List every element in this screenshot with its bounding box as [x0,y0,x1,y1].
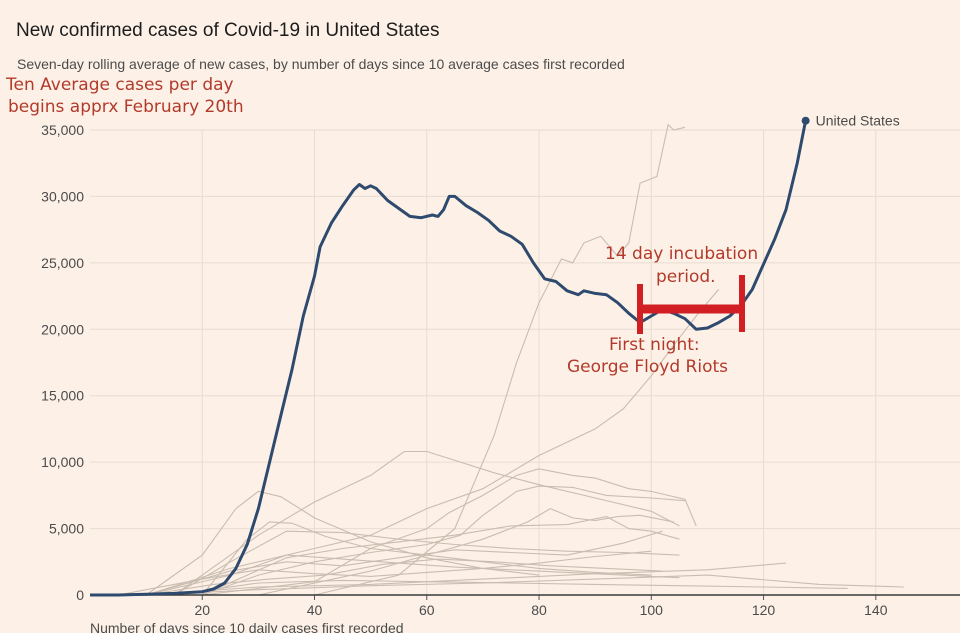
us-series-endpoint [801,116,810,125]
grid [90,129,960,595]
x-axis-ticks: 20 40 60 80 100 120 140 [90,594,960,618]
chart-subtitle: Seven-day rolling average of new cases, … [17,56,625,72]
comparison-series-line [146,558,663,596]
y-axis-ticks: 0 5,000 10,000 15,000 20,000 25,000 30,000 35,0… [41,122,84,603]
annotation-riots-line1: First night: [609,335,700,355]
us-series-group: United States [90,113,900,597]
y-tick-label: 25,000 [41,255,84,271]
comparison-series-line [202,485,686,596]
incubation-bracket [637,275,745,334]
comparison-series-line [201,521,652,596]
x-tick-label: 60 [419,602,435,618]
comparison-series-line [145,289,720,596]
chart-title: New confirmed cases of Covid-19 in Unite… [16,20,440,41]
y-tick-label: 0 [76,587,84,603]
us-series-line [90,120,808,597]
x-axis-label: Number of days since 10 daily cases firs… [90,620,404,633]
us-series-label: United States [816,113,900,129]
comparison-series-line [173,450,680,596]
comparison-series-line [173,530,680,596]
annotation-ten-average-line2: begins apprx February 20th [8,97,244,117]
comparison-series-line [146,562,787,596]
y-tick-label: 5,000 [49,521,84,537]
y-tick-label: 35,000 [41,122,84,138]
annotation-incubation-line1: 14 day incubation [605,244,758,264]
x-tick-label: 140 [864,602,888,618]
annotation-incubation-line2: period. [656,267,716,287]
comparison-series-line [258,507,674,596]
y-tick-label: 15,000 [41,388,84,404]
x-tick-label: 20 [194,602,210,618]
comparison-series-line [145,490,540,596]
comparison-series-group [117,123,904,596]
x-tick-label: 80 [531,602,547,618]
comparison-series-line [314,123,686,596]
comparison-series-line [145,554,680,596]
x-tick-label: 100 [640,602,664,618]
y-tick-label: 30,000 [41,188,84,204]
annotation-riots-line2: George Floyd Riots [567,357,728,377]
annotation-ten-average-line1: Ten Average cases per day [5,75,234,95]
y-tick-label: 10,000 [41,454,84,470]
x-tick-label: 40 [307,602,323,618]
handwritten-annotations: Ten Average cases per day begins apprx F… [5,75,758,377]
comparison-series-line [145,530,663,596]
comparison-series-line [202,468,697,596]
comparison-series-line [146,574,904,596]
y-tick-label: 20,000 [41,321,84,337]
comparison-series-line [174,579,848,596]
x-tick-label: 120 [752,602,776,618]
comparison-series-line [202,516,680,596]
